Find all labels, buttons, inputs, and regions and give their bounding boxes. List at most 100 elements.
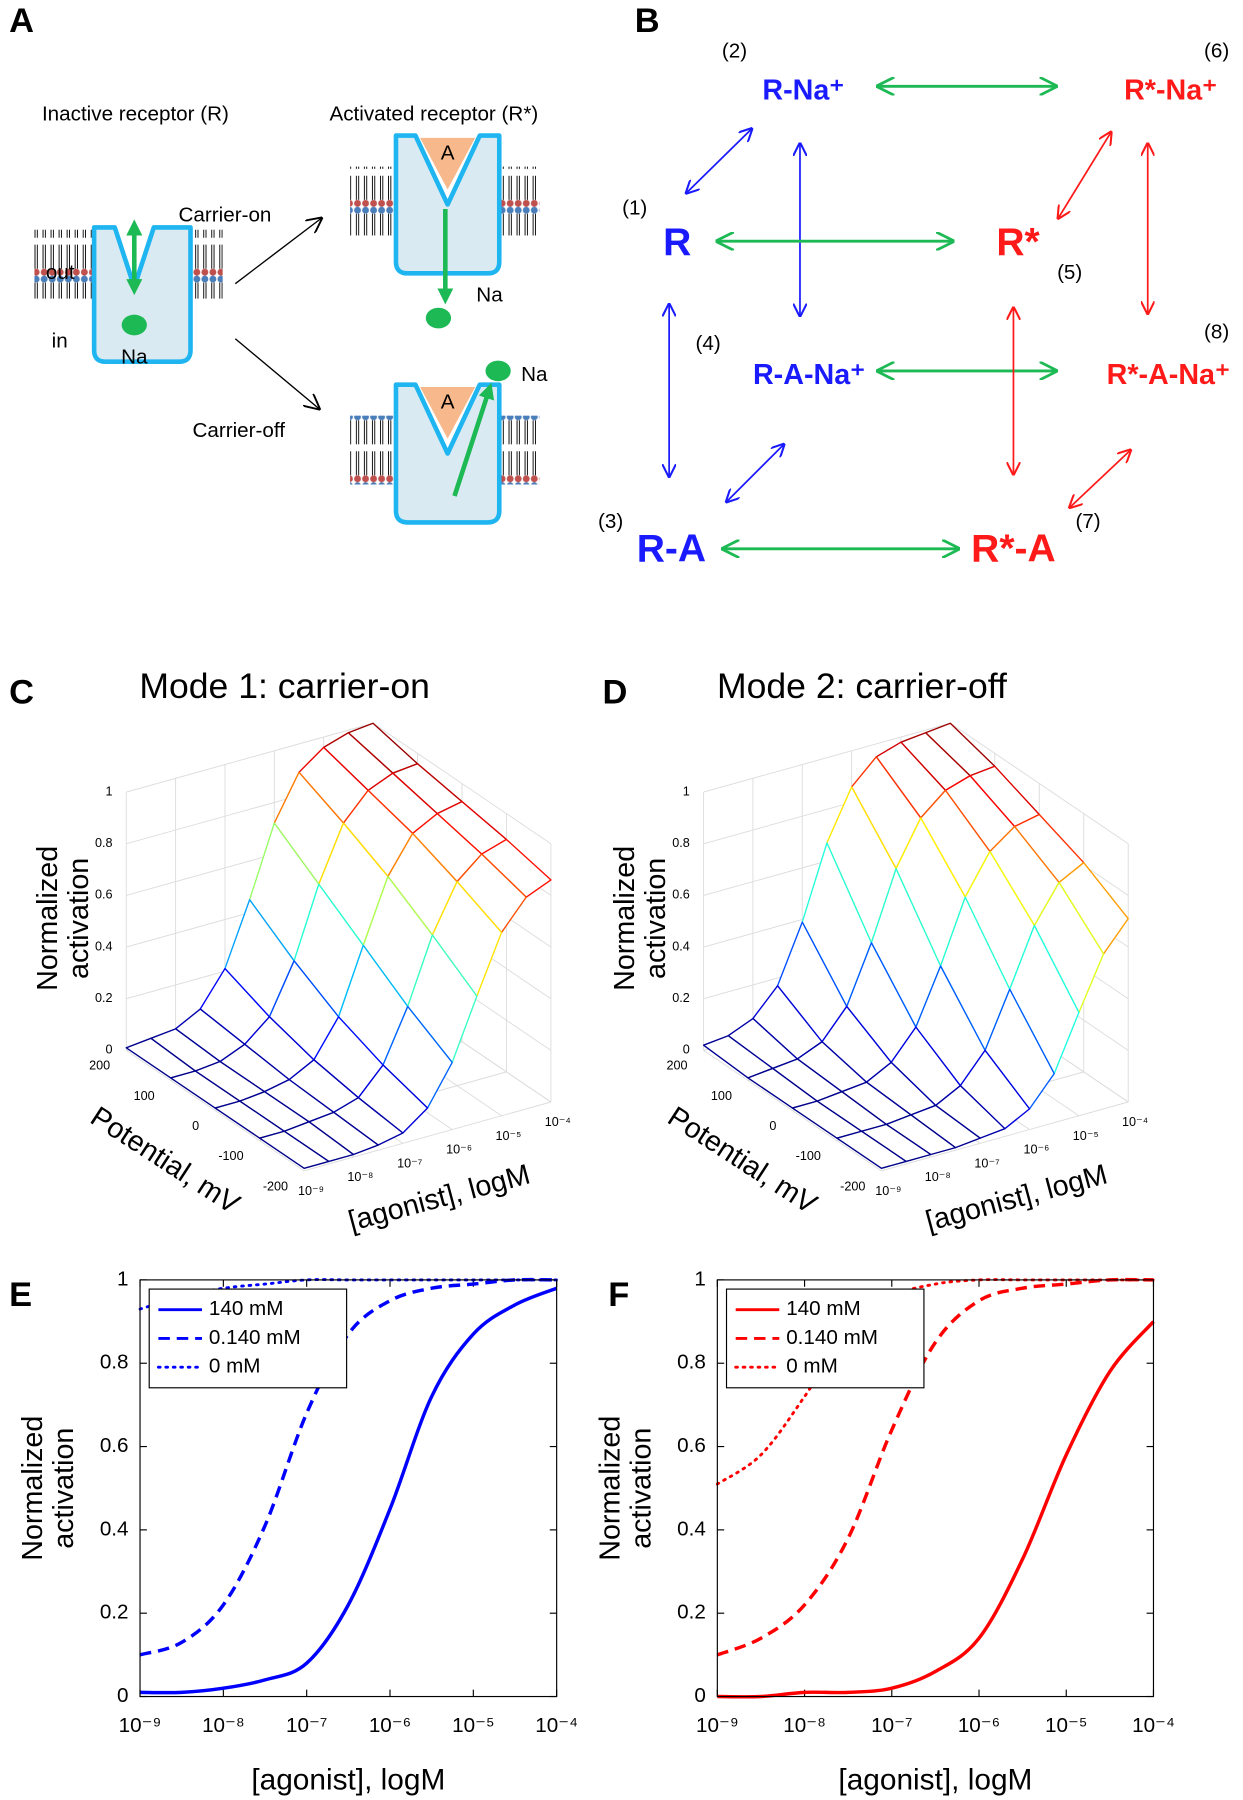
y-axis-label: activation xyxy=(625,1428,657,1549)
y-tick-label: 0 xyxy=(192,1119,199,1133)
x-tick-label: 10⁻⁷ xyxy=(871,1714,912,1737)
x-tick-label: 10⁻⁵ xyxy=(495,1129,521,1143)
x-tick-label: 10⁻⁷ xyxy=(286,1714,327,1737)
agonist xyxy=(420,137,476,190)
x-tick-label: 10⁻⁴ xyxy=(545,1115,571,1129)
panel-label: B xyxy=(635,2,660,40)
z-tick-label: 0.6 xyxy=(95,888,113,902)
legend-label: 140 mM xyxy=(209,1297,284,1320)
x-tick-label: 10⁻⁹ xyxy=(298,1184,324,1198)
y-tick-label: 100 xyxy=(711,1089,732,1103)
state-label: R*-A xyxy=(971,527,1056,570)
z-axis-label: activation xyxy=(640,858,672,979)
membrane xyxy=(350,166,396,236)
membrane xyxy=(34,229,95,299)
sodium xyxy=(425,307,452,329)
panel-label: F xyxy=(608,1276,629,1314)
receptor xyxy=(393,382,502,525)
x-tick-label: 10⁻⁵ xyxy=(452,1714,494,1737)
x-tick-label: 10⁻⁵ xyxy=(1073,1129,1099,1143)
arrow xyxy=(727,444,784,501)
legend-label: 140 mM xyxy=(786,1297,861,1320)
x-tick-label: 10⁻⁹ xyxy=(696,1714,739,1737)
label: A xyxy=(441,390,455,413)
y-tick-label: 0 xyxy=(117,1684,128,1707)
z-axis-label: activation xyxy=(63,858,95,979)
plot-frame xyxy=(139,1279,558,1698)
arrow xyxy=(234,338,319,409)
x-tick-label: 10⁻⁷ xyxy=(974,1156,1000,1170)
arrow xyxy=(234,218,321,285)
y-tick-label: 200 xyxy=(89,1059,110,1073)
label: Activated receptor (R*) xyxy=(329,102,538,125)
sodium xyxy=(121,314,147,336)
x-tick-label: 10⁻⁸ xyxy=(925,1170,951,1184)
state-number: (3) xyxy=(598,510,623,533)
label: out xyxy=(46,261,75,284)
z-tick-label: 0 xyxy=(683,1043,690,1057)
y-tick-label: -200 xyxy=(840,1179,865,1193)
legend-label: 0.140 mM xyxy=(209,1326,301,1349)
label: Na xyxy=(521,363,548,386)
grid-line xyxy=(304,1101,552,1172)
label: Inactive receptor (R) xyxy=(42,102,229,125)
receptor xyxy=(393,133,502,276)
grid-line xyxy=(703,722,951,793)
state-label: R-Na⁺ xyxy=(762,75,844,107)
label: in xyxy=(52,330,68,353)
x-tick-label: 10⁻⁴ xyxy=(1132,1714,1175,1737)
label: Carrier-off xyxy=(192,419,285,442)
x-tick-label: 10⁻⁶ xyxy=(446,1143,472,1157)
z-tick-label: 0.6 xyxy=(672,888,690,902)
surface-cell xyxy=(836,1130,907,1169)
state-label: R*-A-Na⁺ xyxy=(1107,359,1231,391)
y-tick-label: 1 xyxy=(694,1267,705,1290)
series-line xyxy=(716,1277,1154,1657)
y-tick-label: 200 xyxy=(666,1059,687,1073)
legend-label: 0 mM xyxy=(786,1355,838,1378)
x-tick-label: 10⁻⁹ xyxy=(875,1184,901,1198)
z-axis-label: Normalized xyxy=(32,846,64,991)
arrow xyxy=(1058,132,1111,218)
x-axis-label: [agonist], logM xyxy=(251,1763,445,1796)
arrow xyxy=(1070,450,1131,507)
z-tick-label: 0.4 xyxy=(95,939,113,953)
x-tick-label: 10⁻⁸ xyxy=(202,1714,245,1737)
label: Carrier-on xyxy=(179,203,272,226)
y-tick-label: -200 xyxy=(263,1179,288,1193)
z-tick-label: 0.2 xyxy=(672,991,690,1005)
y-tick-label: 0.4 xyxy=(100,1517,129,1540)
y-axis-label: Normalized xyxy=(17,1416,49,1561)
legend-label: 0.140 mM xyxy=(786,1326,878,1349)
membrane xyxy=(499,415,540,485)
z-tick-label: 1 xyxy=(683,784,690,798)
membrane xyxy=(350,415,396,485)
z-tick-label: 0.8 xyxy=(672,836,690,850)
plot-frame xyxy=(716,1279,1155,1698)
x-tick-label: 10⁻⁵ xyxy=(1045,1714,1087,1737)
y-tick-label: 0.6 xyxy=(100,1434,129,1457)
x-tick-label: 10⁻⁹ xyxy=(119,1714,162,1737)
x-tick-label: 10⁻⁶ xyxy=(369,1714,411,1737)
sodium xyxy=(485,360,511,382)
diagram-b: R (1) R-Na⁺ (2) R-A (3) R-A-Na⁺ (4) R* (… xyxy=(598,39,1230,570)
state-label: R* xyxy=(996,221,1040,264)
state-label: R*-Na⁺ xyxy=(1124,75,1217,107)
x-tick-label: 10⁻⁶ xyxy=(958,1714,1000,1737)
y-tick-label: 100 xyxy=(134,1089,155,1103)
surface-cell xyxy=(258,1130,330,1169)
label: A xyxy=(441,141,455,164)
z-tick-label: 0 xyxy=(105,1043,112,1057)
grid-line xyxy=(126,722,374,793)
state-number: (2) xyxy=(722,39,747,62)
membrane xyxy=(190,229,223,299)
agonist xyxy=(420,386,476,439)
x-tick-label: 10⁻⁴ xyxy=(1122,1115,1148,1129)
x-axis-label: [agonist], logM xyxy=(838,1763,1032,1796)
y-tick-label: 0.6 xyxy=(677,1434,706,1457)
state-number: (1) xyxy=(622,197,647,220)
state-label: R-A-Na⁺ xyxy=(753,359,865,391)
state-number: (4) xyxy=(696,332,721,355)
